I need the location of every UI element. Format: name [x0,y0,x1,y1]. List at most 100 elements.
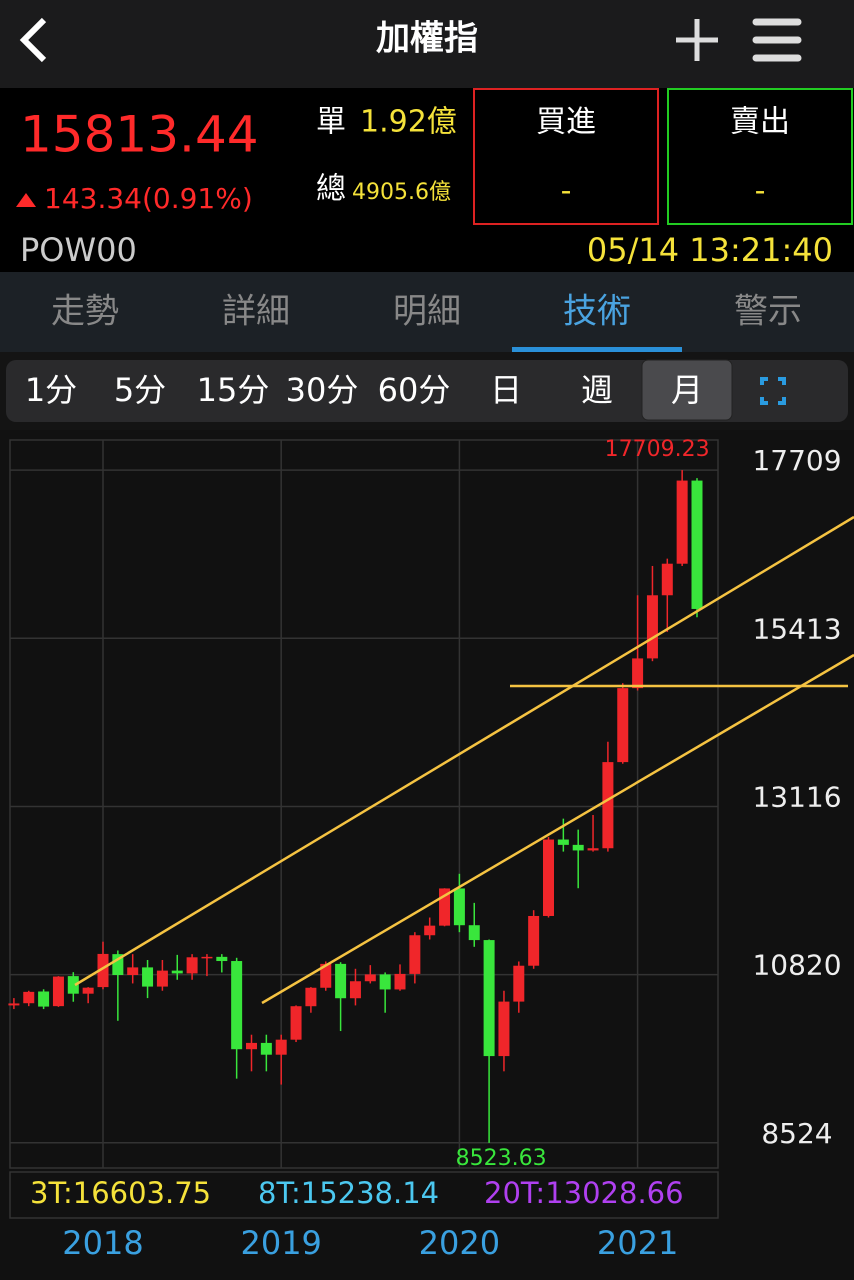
candle-body [557,839,569,845]
candle-body [260,1042,272,1055]
candle-body [201,956,213,959]
candle-body [646,595,658,659]
candle-body [617,688,629,763]
tab[interactable]: 技術 [563,292,631,332]
chart-area [0,430,854,1280]
interval[interactable]: 1分 [25,371,77,409]
candle-body [186,957,198,974]
tab[interactable]: 詳細 [222,292,290,332]
x-tick-label: 2020 [419,1224,500,1262]
sell-value: - [755,174,766,209]
tab[interactable]: 走勢 [51,292,119,332]
buy-value: - [561,174,572,209]
buy-box[interactable] [473,88,659,225]
fullscreen-button[interactable] [760,377,786,405]
interval-bar [6,360,848,422]
tab[interactable]: 明細 [393,292,461,332]
trend-line [74,515,854,987]
sell-label: 賣出 [730,105,790,140]
candle-body [231,961,243,1050]
price: 15813.44 [20,106,259,164]
interval[interactable]: 15分 [197,371,270,409]
candle-body [691,480,703,609]
code: POW00 [20,231,137,269]
candle-body [335,963,347,999]
candle-body [38,991,50,1007]
candle-body [661,563,673,596]
single-label: 單 [316,105,346,140]
candle-body [127,967,139,976]
candle-body [23,991,35,1004]
interval[interactable]: 日 [490,371,522,409]
candle-body [52,976,64,1007]
title: 加權指 [376,19,478,59]
candle-body [439,888,451,926]
candle-body [349,981,361,999]
candle-body [171,970,183,974]
plot-frame [9,439,719,1169]
candle-body [528,915,540,966]
interval[interactable]: 月 [671,371,703,409]
back-button[interactable] [19,17,47,63]
candle-body [82,987,94,994]
candle-body [156,970,168,987]
indicator-label: 8T:15238.14 [258,1176,439,1210]
x-tick-label: 2019 [240,1224,321,1262]
header-bar [0,0,854,88]
x-tick-label: 2018 [62,1224,143,1262]
y-tick-label: 17709 [752,444,841,477]
sell-box[interactable] [667,88,853,225]
min-label: 8523.63 [456,1146,547,1171]
candle-body [320,963,332,988]
candle-body [246,1042,257,1050]
interval[interactable]: 週 [581,371,613,409]
candle-body [632,658,644,689]
interval[interactable]: 5分 [114,371,166,409]
add-button[interactable] [676,19,718,61]
candle-body [275,1039,287,1055]
indicator-frame [9,1171,719,1219]
indicator-label: 3T:16603.75 [30,1176,211,1210]
candle-body [97,953,109,988]
candle-body [8,1003,20,1006]
interval[interactable]: 60分 [378,371,451,409]
single-value: 1.92億 [360,105,457,140]
total-value: 4905.6億 [352,180,451,205]
y-tick-label: 8524 [761,1117,832,1150]
change: 143.34(0.91%) [44,182,253,215]
candle-body [676,480,688,564]
buy-label: 買進 [536,105,596,140]
candle-body [216,956,228,962]
max-label: 17709.23 [605,437,710,462]
candle-body [112,954,124,976]
candle-body [409,935,421,974]
interval[interactable]: 30分 [286,371,359,409]
tab[interactable]: 警示 [734,292,802,332]
candle-body [468,925,480,941]
candle-body [513,965,525,1002]
candle-body [290,1006,302,1040]
candle-body [305,987,317,1007]
up-arrow [16,193,36,207]
interval-active [641,359,733,421]
candle-body [543,839,554,916]
candle-body [602,762,614,849]
total-label: 總 [316,172,346,207]
candle-body [379,974,391,990]
candle-body [67,976,79,994]
trend-line [261,653,854,1005]
tab-indicator [512,347,682,352]
candle-body [483,940,495,1057]
menu-button[interactable] [752,18,802,62]
candle-body [142,967,154,987]
x-tick-label: 2021 [597,1224,678,1262]
candle-body [394,973,406,990]
candle-body [424,925,436,936]
indicator-label: 20T:13028.66 [484,1176,684,1210]
y-tick-label: 15413 [752,612,841,645]
candle-body [364,974,376,982]
tab-bar [0,272,854,352]
time: 05/14 13:21:40 [587,231,833,269]
